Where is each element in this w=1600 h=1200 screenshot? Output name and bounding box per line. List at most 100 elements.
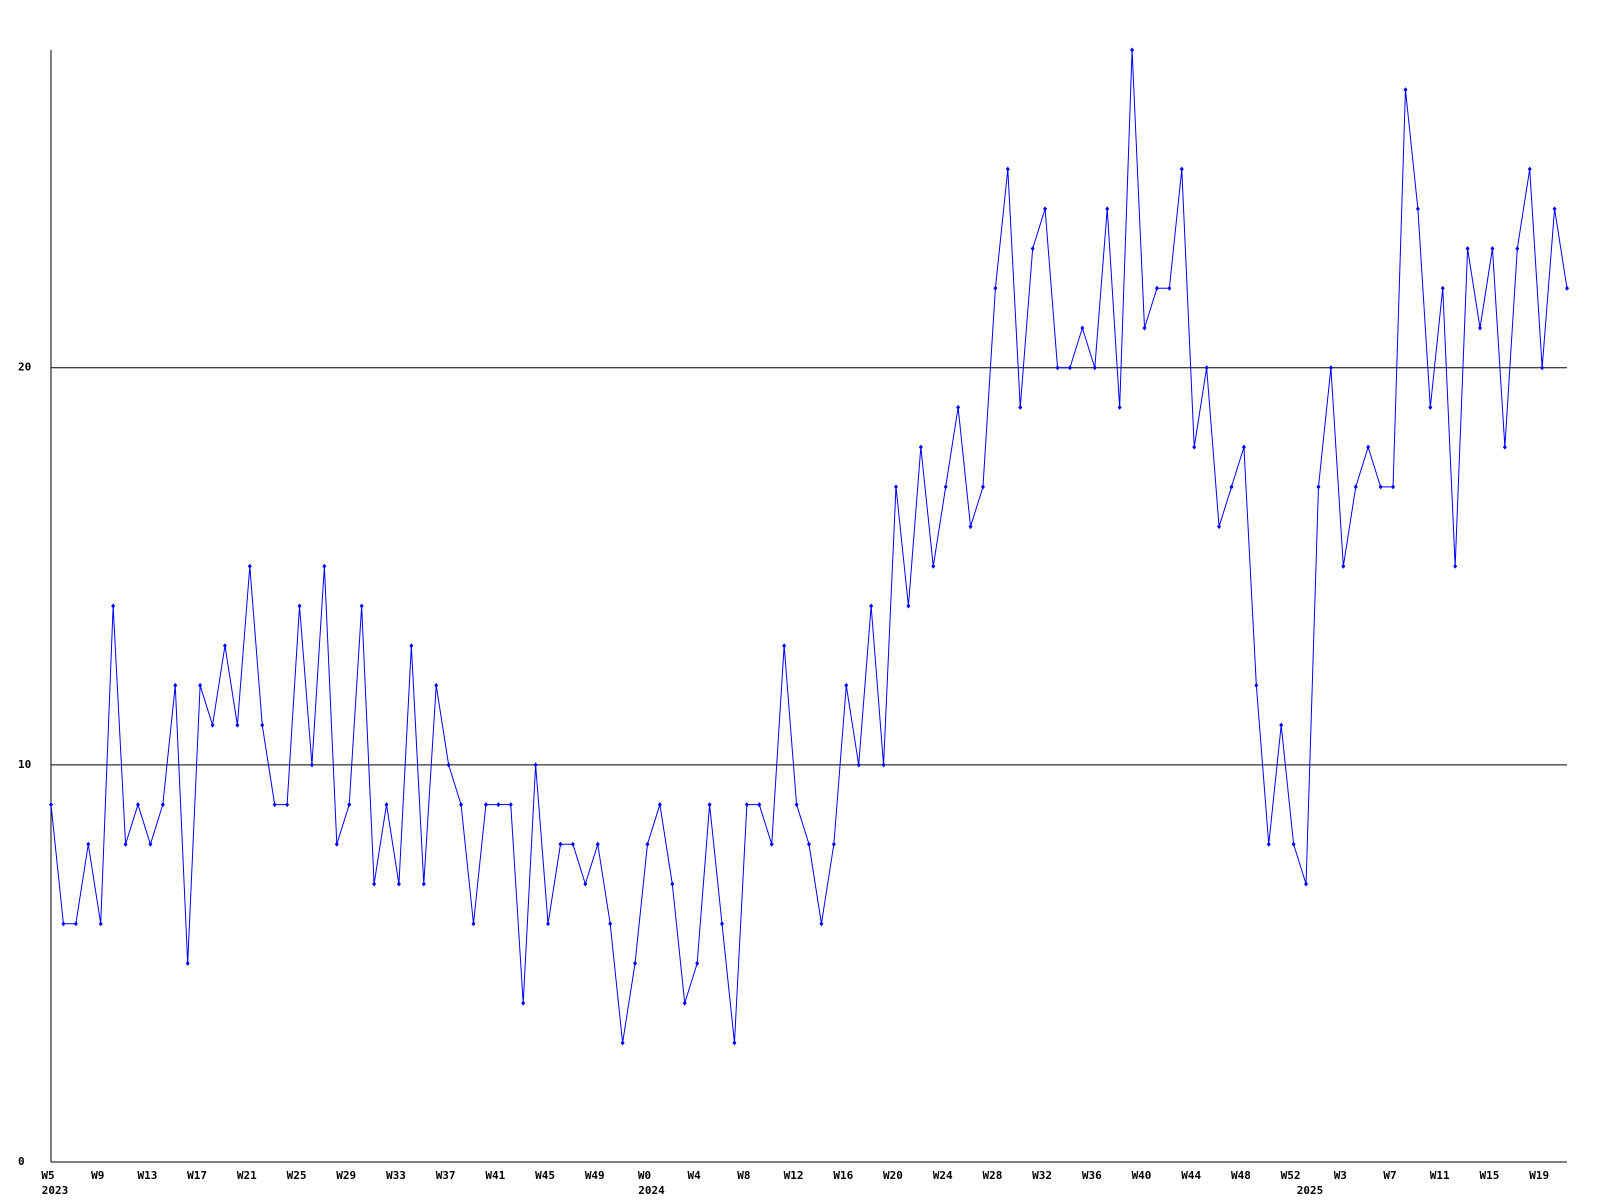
data-point xyxy=(496,802,501,808)
data-point xyxy=(148,841,153,847)
x-tick-label: W49 xyxy=(585,1169,605,1182)
x-tick-label: W28 xyxy=(982,1169,1002,1182)
data-point xyxy=(546,921,551,927)
x-tick-label: W33 xyxy=(386,1169,406,1182)
x-tick-label: W48 xyxy=(1231,1169,1251,1182)
x-tick-label: W12 xyxy=(784,1169,804,1182)
data-point xyxy=(459,802,464,808)
data-point xyxy=(657,802,662,808)
data-point xyxy=(1378,484,1383,490)
x-tick-label: W20 xyxy=(883,1169,903,1182)
data-point xyxy=(1179,166,1184,172)
x-tick-label: W4 xyxy=(688,1169,702,1182)
data-point xyxy=(1328,365,1333,371)
x-tick-label: W16 xyxy=(833,1169,853,1182)
data-point xyxy=(1266,841,1271,847)
data-point xyxy=(570,841,575,847)
y-tick-label: 10 xyxy=(18,758,31,771)
data-point xyxy=(272,802,277,808)
data-point xyxy=(608,921,613,927)
data-point xyxy=(695,960,700,966)
data-point xyxy=(1366,444,1371,450)
data-point xyxy=(98,921,103,927)
data-point xyxy=(372,881,377,887)
data-point xyxy=(1067,365,1072,371)
data-point xyxy=(1552,206,1557,212)
data-point xyxy=(483,802,488,808)
data-point xyxy=(1316,484,1321,490)
x-tick-label: W45 xyxy=(535,1169,555,1182)
data-point xyxy=(744,802,749,808)
data-point xyxy=(521,1000,526,1006)
data-point xyxy=(1043,206,1048,212)
data-point xyxy=(86,841,91,847)
data-point xyxy=(1167,285,1172,291)
x-tick-label: W8 xyxy=(737,1169,750,1182)
data-point xyxy=(533,762,538,768)
data-point xyxy=(297,603,302,609)
data-point xyxy=(1229,484,1234,490)
data-point xyxy=(943,484,948,490)
data-point xyxy=(471,921,476,927)
data-point xyxy=(1353,484,1358,490)
data-point xyxy=(322,563,327,569)
data-point xyxy=(1440,285,1445,291)
data-point xyxy=(123,841,128,847)
x-tick-label: W13 xyxy=(137,1169,157,1182)
data-point xyxy=(782,643,787,649)
x-year-label: 2023 xyxy=(42,1184,69,1197)
data-point xyxy=(285,802,290,808)
data-point xyxy=(980,484,985,490)
data-point xyxy=(508,802,513,808)
data-point xyxy=(1565,285,1569,291)
x-tick-label: W11 xyxy=(1430,1169,1450,1182)
x-tick-label: W7 xyxy=(1383,1169,1396,1182)
data-point xyxy=(111,603,116,609)
x-tick-label: W29 xyxy=(336,1169,356,1182)
data-point xyxy=(918,444,923,450)
data-point xyxy=(1415,206,1420,212)
data-point xyxy=(247,563,252,569)
data-line xyxy=(50,49,1568,1043)
data-point xyxy=(1527,166,1532,172)
data-point xyxy=(260,722,265,728)
data-point xyxy=(61,921,66,927)
data-point xyxy=(1279,722,1284,728)
data-point xyxy=(881,762,886,768)
data-point xyxy=(1080,325,1085,331)
data-point xyxy=(707,802,712,808)
data-point xyxy=(1428,404,1433,410)
data-point xyxy=(1254,682,1259,688)
data-point xyxy=(409,643,414,649)
data-point xyxy=(1117,404,1122,410)
data-point xyxy=(198,682,203,688)
data-point xyxy=(1391,484,1396,490)
x-tick-label: W0 xyxy=(638,1169,651,1182)
data-point xyxy=(1403,87,1408,93)
data-point xyxy=(1204,365,1209,371)
data-point xyxy=(670,881,675,887)
data-point xyxy=(1055,365,1060,371)
data-point xyxy=(1092,365,1097,371)
x-tick-label: W32 xyxy=(1032,1169,1052,1182)
data-point xyxy=(645,841,650,847)
data-point xyxy=(1291,841,1296,847)
data-point xyxy=(1465,246,1470,252)
x-year-label: 2024 xyxy=(638,1184,665,1197)
data-point xyxy=(794,802,799,808)
data-point xyxy=(819,921,824,927)
data-point xyxy=(446,762,451,768)
data-point xyxy=(856,762,861,768)
data-point xyxy=(396,881,401,887)
y-tick-label: 20 xyxy=(18,361,31,374)
data-point xyxy=(222,643,227,649)
data-point xyxy=(185,960,190,966)
data-point xyxy=(757,802,762,808)
data-point xyxy=(1217,524,1222,530)
x-tick-label: W36 xyxy=(1082,1169,1102,1182)
data-point xyxy=(1540,365,1545,371)
data-point xyxy=(956,404,961,410)
data-point xyxy=(49,802,53,808)
data-point xyxy=(558,841,563,847)
